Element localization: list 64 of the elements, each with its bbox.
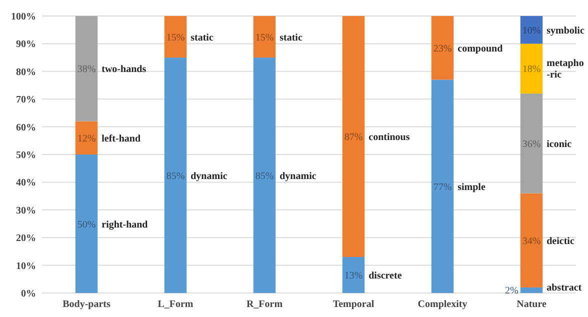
- annotation: simple: [458, 182, 486, 193]
- data-label: 2%: [505, 286, 518, 297]
- bar: [520, 193, 543, 288]
- y-tick-label: 90%: [16, 39, 36, 50]
- bar: [431, 80, 454, 293]
- y-tick-label: 40%: [16, 178, 36, 189]
- bar: [342, 16, 365, 257]
- annotation: abstract: [546, 282, 582, 294]
- y-tick-label: 60%: [16, 122, 36, 134]
- data-label: 38%: [77, 64, 96, 76]
- x-tick-label: Body-parts: [62, 299, 110, 310]
- data-label: 85%: [166, 170, 185, 182]
- bar: [75, 16, 98, 122]
- y-tick-label: 20%: [16, 233, 36, 244]
- bar: [75, 154, 98, 293]
- annotation: iconic: [546, 138, 572, 150]
- data-label: 15%: [255, 32, 274, 44]
- data-label: 34%: [522, 236, 541, 247]
- y-tick-label: 70%: [16, 94, 36, 106]
- data-label: 23%: [433, 43, 452, 54]
- annotation: metapho-ric: [546, 58, 584, 81]
- data-label: 77%: [433, 182, 452, 193]
- annotation: left-hand: [102, 133, 141, 144]
- y-tick-label: 80%: [16, 66, 36, 78]
- data-label: 15%: [166, 32, 185, 44]
- bar: [164, 58, 187, 293]
- annotation: continous: [368, 132, 410, 143]
- data-label: 50%: [77, 219, 96, 230]
- x-tick-label: Temporal: [332, 299, 374, 310]
- x-tick-label: Nature: [516, 299, 547, 310]
- annotation: static: [190, 32, 214, 44]
- annotation: static: [280, 32, 303, 44]
- bar: [520, 44, 543, 94]
- x-tick-label: R_Form: [246, 299, 284, 310]
- data-label: 85%: [255, 170, 274, 182]
- data-label: 12%: [77, 133, 96, 144]
- annotation: two-hands: [102, 64, 146, 76]
- y-tick-label: 100%: [11, 12, 36, 22]
- y-tick-label: 30%: [16, 205, 36, 216]
- annotation: discrete: [368, 270, 402, 282]
- annotation: deictic: [546, 236, 575, 247]
- bar: [253, 16, 276, 58]
- data-label: 10%: [522, 25, 541, 36]
- annotation: dynamic: [280, 170, 317, 182]
- x-tick-label: L_Form: [158, 299, 194, 310]
- annotation: symbolic: [546, 25, 585, 36]
- bar: [164, 16, 187, 58]
- x-tick-label: Complexity: [418, 299, 468, 310]
- data-label: 13%: [344, 270, 363, 282]
- annotation: dynamic: [190, 170, 228, 182]
- bar: [342, 256, 365, 293]
- y-tick-label: 0%: [21, 288, 36, 300]
- data-label: 18%: [522, 64, 541, 76]
- y-tick-label: 50%: [16, 150, 36, 161]
- data-label: 87%: [344, 132, 363, 143]
- bar: [431, 16, 454, 80]
- bar: [520, 94, 543, 194]
- bar: [253, 58, 276, 293]
- y-tick-label: 10%: [16, 260, 36, 272]
- annotation: right-hand: [102, 219, 148, 230]
- data-label: 36%: [522, 138, 541, 150]
- bar: [75, 121, 98, 154]
- annotation: compound: [458, 43, 504, 54]
- bar: [520, 287, 543, 293]
